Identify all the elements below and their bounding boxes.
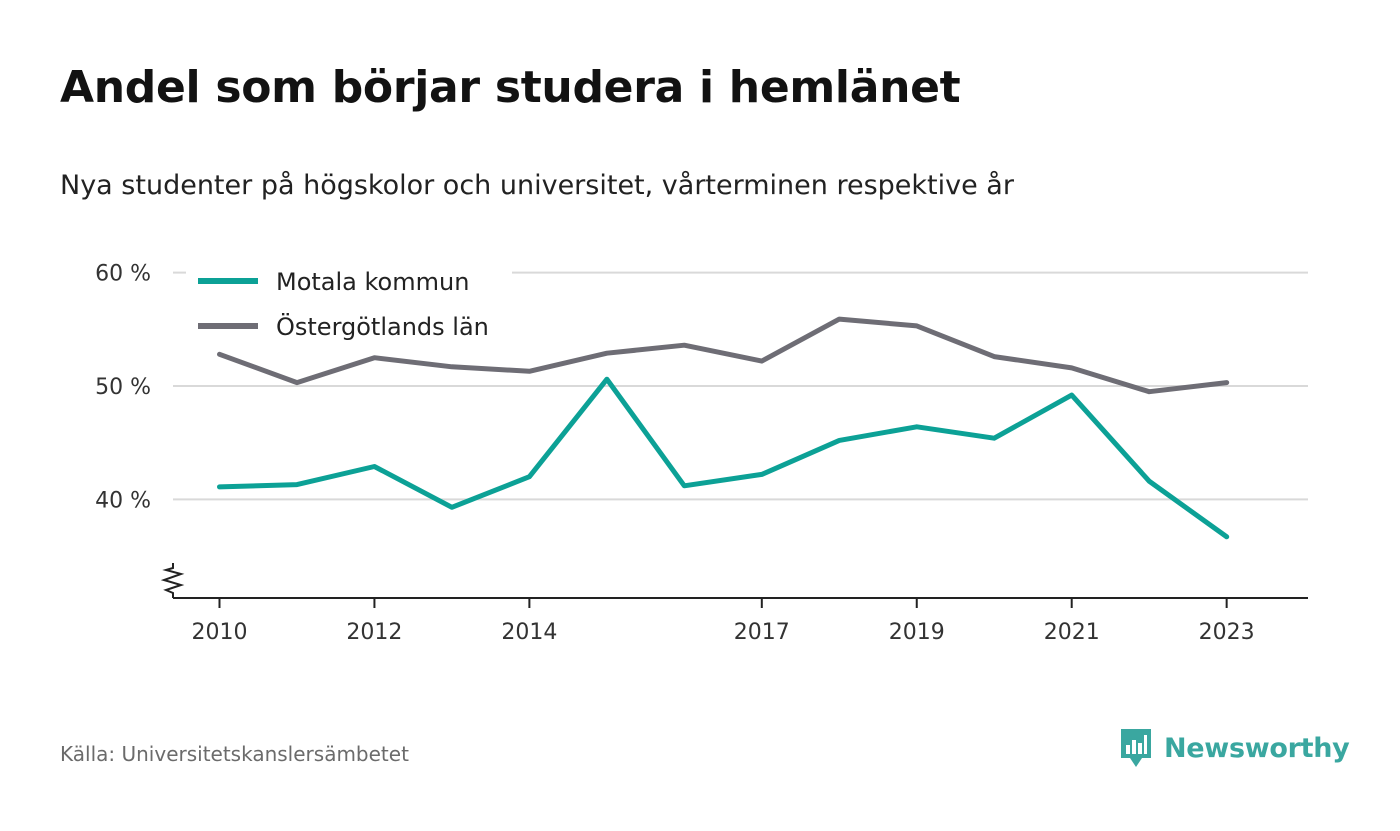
- axes: 40 % 50 % 60 % 2010 2012 2014 2017 2019 2021 2023: [95, 262, 1308, 645]
- y-tick-label: 60 %: [95, 262, 151, 287]
- chart-title: Andel som börjar studera i hemlänet: [60, 62, 961, 113]
- x-tick-label: 2017: [734, 620, 790, 645]
- x-tick-label: 2021: [1044, 620, 1100, 645]
- x-tick-label: 2010: [191, 620, 247, 645]
- axis-break-icon: [160, 563, 185, 598]
- series-line-motala-kommun: [217, 376, 1230, 540]
- x-tick-label: 2014: [501, 620, 557, 645]
- newsworthy-logo-icon: [1121, 729, 1151, 767]
- y-tick-label: 40 %: [95, 488, 151, 513]
- series-lines: [217, 316, 1230, 540]
- legend-label: Östergötlands län: [276, 312, 489, 341]
- x-tick-label: 2012: [346, 620, 402, 645]
- brand-logo: Newsworthy: [1118, 726, 1350, 770]
- x-tick-label: 2023: [1199, 620, 1255, 645]
- brand-name: Newsworthy: [1164, 732, 1350, 764]
- x-tick-label: 2019: [889, 620, 945, 645]
- chart-subtitle: Nya studenter på högskolor och universit…: [60, 170, 1014, 201]
- legend-label: Motala kommun: [276, 268, 469, 296]
- y-tick-label: 50 %: [95, 375, 151, 400]
- source-note: Källa: Universitetskanslersämbetet: [60, 742, 409, 766]
- legend: Motala kommun Östergötlands län: [186, 262, 512, 341]
- series-line-ostergotlands-lan: [217, 316, 1230, 395]
